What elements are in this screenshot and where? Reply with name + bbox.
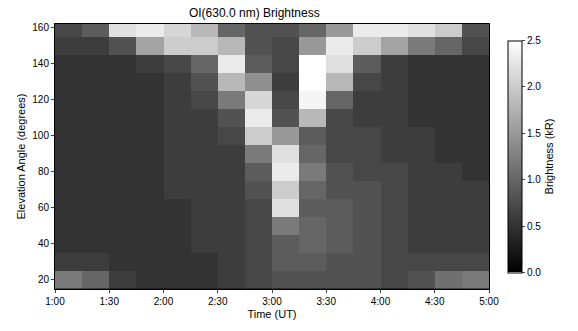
svg-text:1.5: 1.5 (527, 128, 541, 139)
svg-text:Brightness (kR): Brightness (kR) (543, 119, 555, 195)
svg-text:3:30: 3:30 (317, 296, 337, 307)
svg-text:160: 160 (32, 22, 49, 33)
svg-text:20: 20 (38, 274, 50, 285)
svg-text:1:00: 1:00 (45, 296, 65, 307)
svg-text:OI(630.0 nm) Brightness: OI(630.0 nm) Brightness (189, 6, 320, 20)
svg-text:40: 40 (38, 238, 50, 249)
svg-text:100: 100 (32, 130, 49, 141)
svg-text:4:30: 4:30 (425, 296, 445, 307)
svg-text:0.0: 0.0 (527, 267, 541, 278)
svg-text:2.0: 2.0 (527, 81, 541, 92)
svg-text:2.5: 2.5 (527, 35, 541, 46)
svg-text:1.0: 1.0 (527, 174, 541, 185)
svg-text:0.5: 0.5 (527, 221, 541, 232)
svg-text:1:30: 1:30 (100, 296, 120, 307)
svg-text:120: 120 (32, 94, 49, 105)
svg-text:5:00: 5:00 (479, 296, 499, 307)
svg-text:Time (UT): Time (UT) (247, 308, 296, 320)
svg-text:2:00: 2:00 (154, 296, 174, 307)
svg-text:60: 60 (38, 202, 50, 213)
svg-text:3:00: 3:00 (262, 296, 282, 307)
svg-text:Elevation Angle (degrees): Elevation Angle (degrees) (15, 94, 27, 220)
svg-text:140: 140 (32, 58, 49, 69)
svg-text:80: 80 (38, 166, 50, 177)
svg-text:2:30: 2:30 (208, 296, 228, 307)
svg-text:4:00: 4:00 (371, 296, 391, 307)
